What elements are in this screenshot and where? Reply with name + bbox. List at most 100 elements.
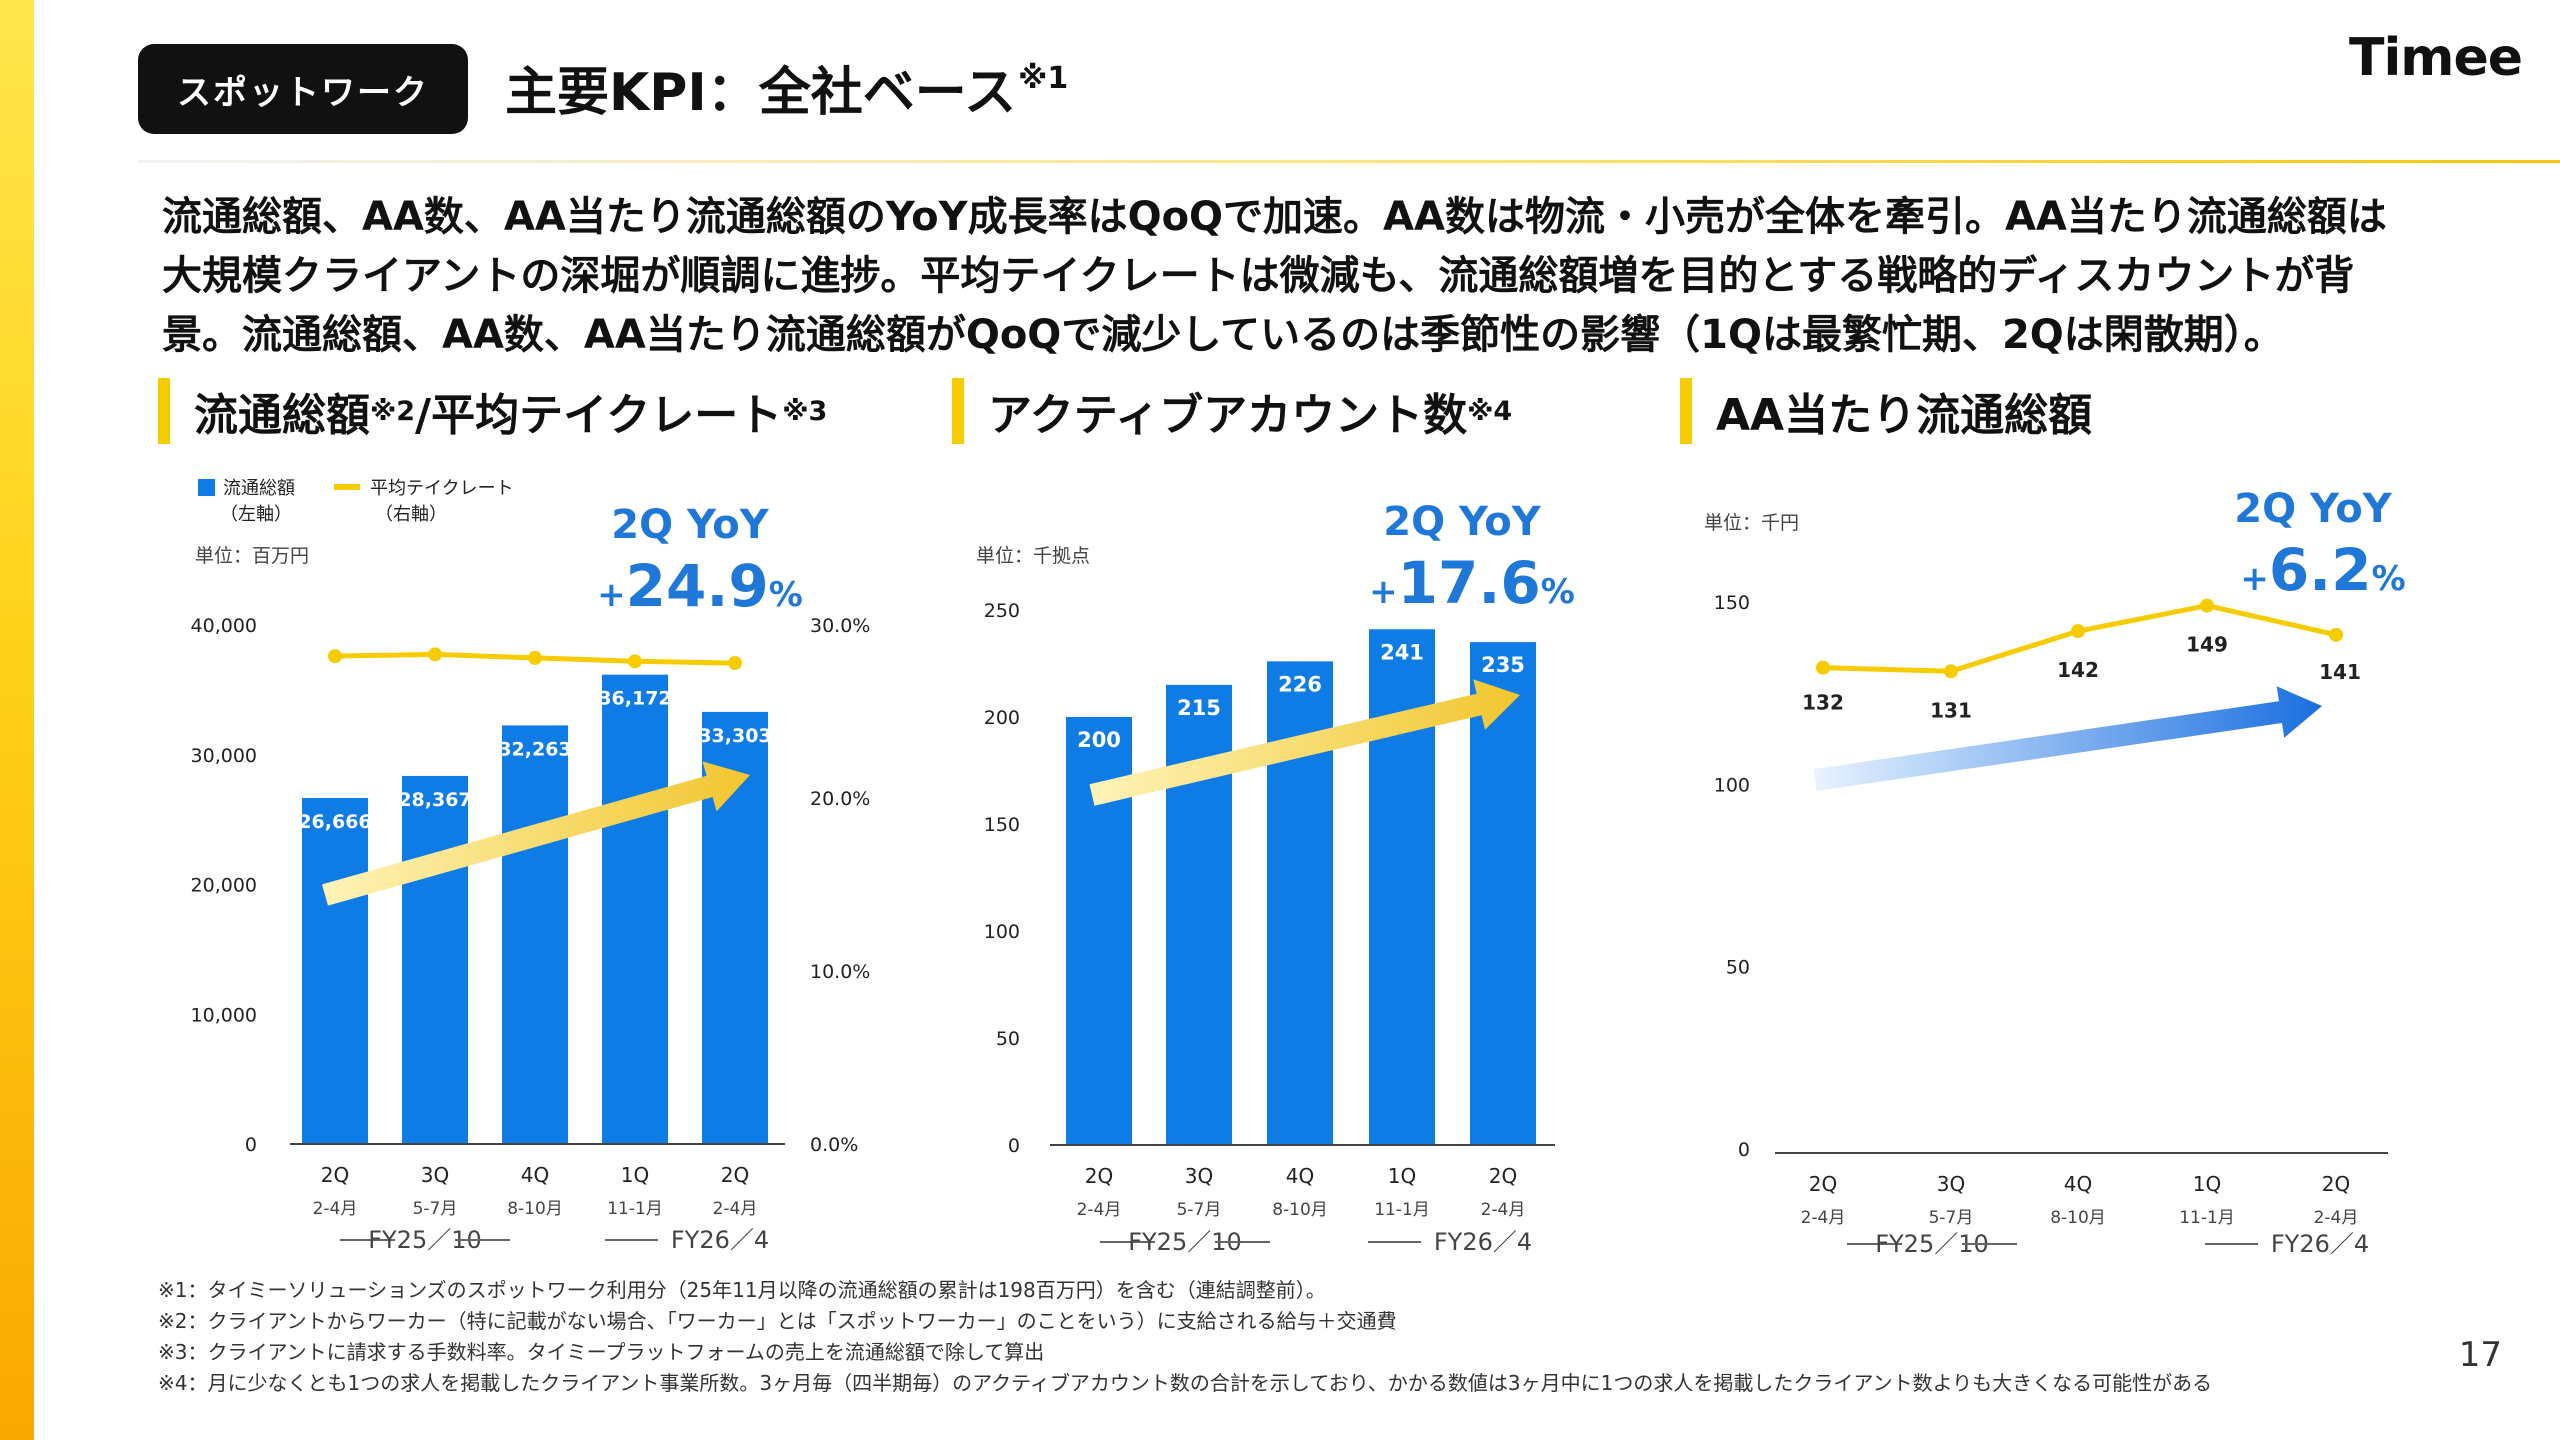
gmv-per-aa-value: 141 xyxy=(2319,660,2361,684)
y-right-tick: 30.0% xyxy=(810,615,870,637)
gpa-fy-label: FY26／4 xyxy=(2271,1230,2369,1258)
panel-title-gmv-b: /平均テイクレート xyxy=(415,390,783,441)
aa-bar xyxy=(1470,642,1536,1145)
y-tick: 50 xyxy=(996,1028,1020,1050)
gmv-per-aa-point xyxy=(1816,660,1830,675)
gmv-per-aa-value: 142 xyxy=(2057,658,2099,682)
take-rate-point xyxy=(528,650,542,665)
summary-line: 流通総額、AA数、AA当たり流通総額のYoY成長率はQoQで加速。AA数は物流・… xyxy=(162,194,2387,240)
aa-yoy-unit: % xyxy=(1541,572,1575,612)
gmv-per-aa-value: 149 xyxy=(2186,633,2228,657)
gpa-x-tick: 4Q xyxy=(2064,1172,2092,1196)
gmv-per-aa-chart: 単位：千円 0 50 100 150 132 131 142 149 141 2Q 2-4月 3Q 5-7… xyxy=(1704,486,2406,1258)
gmv-yoy-sign: + xyxy=(597,575,626,615)
aa-x-tick: 2Q xyxy=(1085,1164,1113,1188)
growth-arrow xyxy=(1813,686,2322,791)
aa-bar-value: 226 xyxy=(1278,672,1322,696)
gmv-x-tick: 1Q xyxy=(621,1163,649,1187)
footnote-2: ※2：クライアントからワーカー（特に記載がない場合、「ワーカー」とは「スポットワ… xyxy=(158,1309,1397,1333)
growth-arrow xyxy=(322,761,750,906)
unit-label: 単位：千拠点 xyxy=(976,545,1090,567)
gmv-x-tick: 2Q xyxy=(321,1163,349,1187)
y-left-tick: 10,000 xyxy=(191,1004,257,1026)
take-rate-point xyxy=(428,647,442,662)
gmv-bar xyxy=(502,725,568,1144)
unit-label: 単位：百万円 xyxy=(195,545,309,567)
panel-title-gmv-a: 流通総額 xyxy=(194,390,370,441)
legend-bar-label: 流通総額 xyxy=(223,478,295,499)
page-title-text: 主要KPI：全社ベース xyxy=(505,63,1017,123)
aa-x-tick: 2Q xyxy=(1489,1164,1517,1188)
aa-x-tick: 4Q xyxy=(1286,1164,1314,1188)
aa-x-month: 2-4月 xyxy=(1077,1200,1122,1220)
y-right-tick: 10.0% xyxy=(810,961,870,983)
aa-fy-label: FY26／4 xyxy=(1434,1228,1532,1256)
y-right-tick: 20.0% xyxy=(810,788,870,810)
aa-x-month: 2-4月 xyxy=(1481,1200,1526,1220)
panel-title-gmv: 流通総額 ※2/平均テイクレート ※3 xyxy=(158,378,827,444)
panel-title-gmv-per-aa-text: AA当たり流通総額 xyxy=(1716,390,2093,441)
take-rate-point xyxy=(628,654,642,669)
aa-bar-value: 200 xyxy=(1077,728,1121,752)
aa-x-month: 11-1月 xyxy=(1374,1200,1430,1220)
gmv-per-aa-value: 131 xyxy=(1930,698,1972,722)
panel-title-gmv-note-b: ※3 xyxy=(782,395,828,427)
active-accounts-chart: 単位：千拠点 0 50 100 150 200 250 200 215 226 241 235 2Q 2-… xyxy=(976,499,1575,1256)
panel-title-aa-text: アクティブアカウント数 xyxy=(988,390,1468,441)
y-right-tick: 0.0% xyxy=(810,1134,858,1156)
aa-x-month: 8-10月 xyxy=(1272,1200,1328,1220)
aa-x-tick: 3Q xyxy=(1185,1164,1213,1188)
gmv-bar-value: 26,666 xyxy=(298,811,371,833)
gpa-x-month: 5-7月 xyxy=(1929,1208,1974,1228)
aa-yoy-sign: + xyxy=(1369,572,1398,612)
take-rate-point xyxy=(728,656,742,671)
y-left-tick: 30,000 xyxy=(191,745,257,767)
legend-bar-swatch xyxy=(198,479,215,496)
gpa-yoy-number: 6.2 xyxy=(2269,536,2372,604)
category-badge: スポットワーク xyxy=(138,44,468,134)
panel-title-gmv-per-aa: AA当たり流通総額 xyxy=(1680,378,2092,444)
gmv-yoy-value: +24.9% xyxy=(597,552,803,620)
y-left-tick: 20,000 xyxy=(191,875,257,897)
gmv-bar xyxy=(602,674,668,1144)
gpa-x-tick: 2Q xyxy=(2322,1172,2350,1196)
gmv-bar-value: 33,303 xyxy=(698,725,771,747)
footnote-1: ※1：タイミーソリューションズのスポットワーク利用分（25年11月以降の流通総額… xyxy=(158,1278,1326,1302)
footnotes: ※1：タイミーソリューションズのスポットワーク利用分（25年11月以降の流通総額… xyxy=(158,1275,2212,1399)
gmv-bar xyxy=(302,798,368,1144)
y-left-tick: 0 xyxy=(245,1134,257,1156)
y-tick: 200 xyxy=(984,707,1020,729)
page-number: 17 xyxy=(2458,1335,2502,1375)
gmv-takerate-chart: 流通総額 （左軸） 平均テイクレート （右軸） 単位：百万円 0 10,000 20,000 3… xyxy=(191,478,871,1254)
gmv-per-aa-point xyxy=(2071,624,2085,639)
summary-text: 流通総額、AA数、AA当たり流通総額のYoY成長率はQoQで加速。AA数は物流・… xyxy=(162,188,2532,365)
header-divider xyxy=(138,160,2560,163)
gpa-yoy-unit: % xyxy=(2372,559,2406,599)
gmv-x-month: 11-1月 xyxy=(607,1199,663,1219)
gmv-bar-value: 28,367 xyxy=(398,789,471,811)
gmv-x-tick: 2Q xyxy=(721,1163,749,1187)
y-tick: 150 xyxy=(984,814,1020,836)
unit-label: 単位：千円 xyxy=(1704,512,1799,534)
summary-line: 景。流通総額、AA数、AA当たり流通総額がQoQで減少しているのは季節性の影響（… xyxy=(162,312,2284,358)
gpa-x-tick: 1Q xyxy=(2193,1172,2221,1196)
gpa-yoy-label: 2Q YoY xyxy=(2234,486,2393,532)
gmv-x-month: 8-10月 xyxy=(507,1199,563,1219)
legend-bar-axis: （左軸） xyxy=(220,504,292,525)
aa-bar-value: 235 xyxy=(1481,653,1525,677)
aa-bar-value: 241 xyxy=(1380,640,1424,664)
gmv-per-aa-value: 132 xyxy=(1802,691,1844,715)
aa-yoy-label: 2Q YoY xyxy=(1383,499,1542,545)
gmv-bar-value: 36,172 xyxy=(598,688,671,710)
gmv-bar-value: 32,263 xyxy=(498,738,571,760)
panel-title-active-accounts: アクティブアカウント数 ※4 xyxy=(952,378,1512,444)
aa-x-month: 5-7月 xyxy=(1177,1200,1222,1220)
gmv-fy-label: FY26／4 xyxy=(671,1226,769,1254)
y-tick: 0 xyxy=(1008,1135,1020,1157)
summary-line: 大規模クライアントの深堀が順調に進捗。平均テイクレートは微減も、流通総額増を目的… xyxy=(162,253,2355,299)
gpa-x-tick: 2Q xyxy=(1809,1172,1837,1196)
gpa-x-month: 2-4月 xyxy=(1801,1208,1846,1228)
gpa-yoy-sign: + xyxy=(2240,559,2269,599)
gmv-per-aa-point xyxy=(1944,664,1958,679)
gmv-x-month: 2-4月 xyxy=(313,1199,358,1219)
